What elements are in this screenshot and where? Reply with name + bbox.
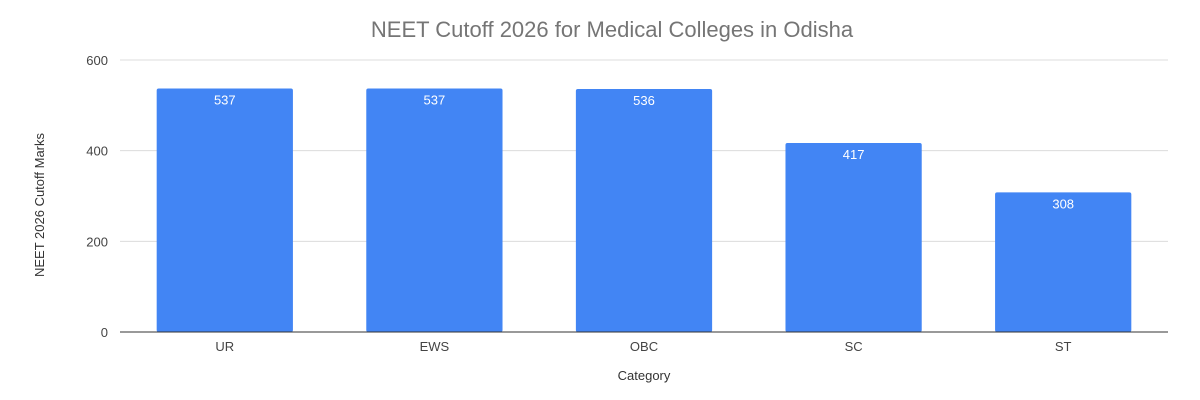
bar — [156, 88, 293, 332]
x-tick-label: EWS — [420, 339, 450, 354]
y-tick-label: 600 — [86, 53, 108, 68]
bar — [366, 88, 503, 332]
y-tick-label: 400 — [86, 144, 108, 159]
x-tick-label: UR — [215, 339, 234, 354]
y-tick-label: 0 — [101, 325, 108, 340]
x-tick-label: OBC — [630, 339, 658, 354]
bar-value-label: 537 — [214, 93, 236, 108]
y-tick-label: 200 — [86, 234, 108, 249]
x-tick-label: SC — [845, 339, 863, 354]
bar-value-label: 308 — [1052, 196, 1074, 211]
x-tick-label: ST — [1055, 339, 1072, 354]
bar-value-label: 536 — [633, 93, 655, 108]
bar-value-label: 537 — [424, 93, 446, 108]
bar-value-label: 417 — [843, 147, 865, 162]
y-axis-ticks: 0 200 400 600 — [86, 53, 108, 340]
x-axis-ticks: UR EWS OBC SC ST — [215, 339, 1071, 354]
data-labels: 537 537 536 417 308 — [214, 93, 1074, 212]
bar — [995, 192, 1132, 332]
x-axis-title: Category — [618, 368, 671, 383]
y-axis-title: NEET 2026 Cutoff Marks — [32, 132, 47, 277]
bars — [156, 88, 1132, 332]
bar — [575, 89, 713, 332]
bar — [785, 142, 922, 332]
chart-title: NEET Cutoff 2026 for Medical Colleges in… — [371, 17, 854, 42]
